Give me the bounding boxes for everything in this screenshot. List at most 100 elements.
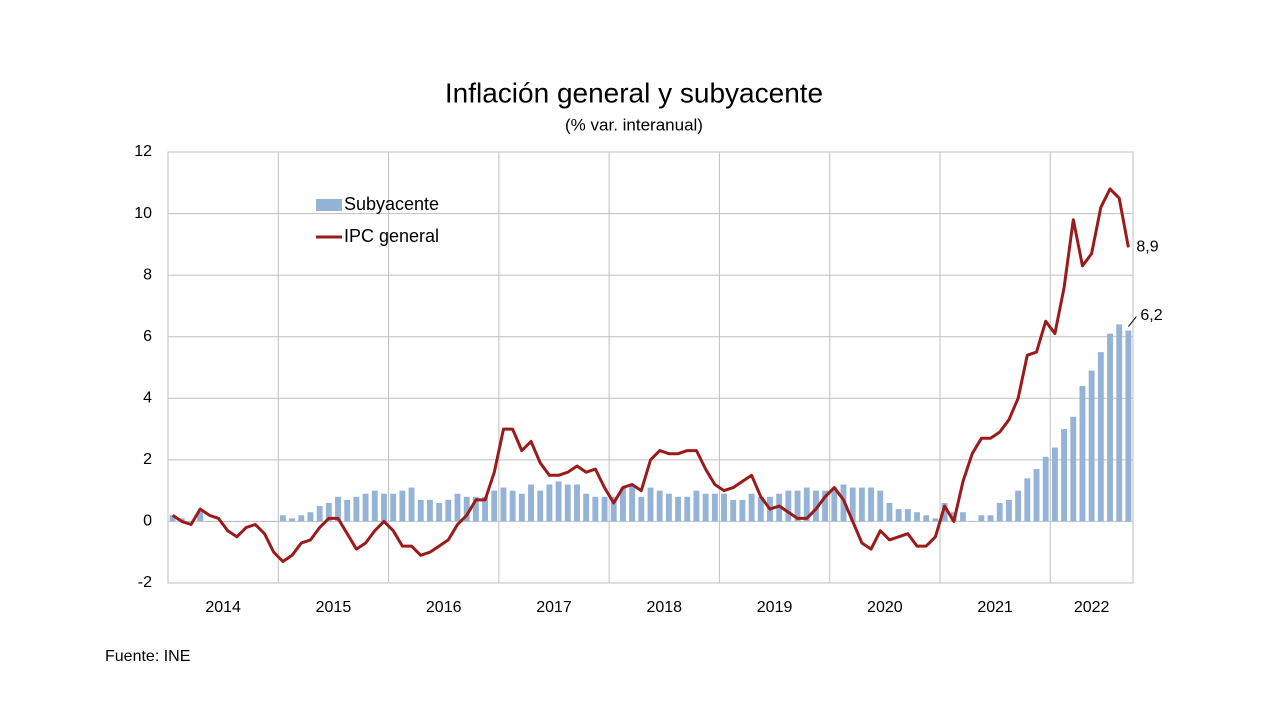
bar <box>472 496 479 522</box>
bar <box>1107 333 1113 522</box>
bar <box>941 502 948 522</box>
value-label: 6,2 <box>1140 307 1162 324</box>
bar <box>518 493 525 522</box>
bar <box>812 490 819 522</box>
bar <box>932 518 939 522</box>
bar <box>849 487 856 522</box>
bar <box>1015 490 1022 522</box>
bar <box>491 490 498 522</box>
bar <box>436 502 443 522</box>
bar <box>619 487 626 522</box>
y-tick-label: 12 <box>134 143 152 160</box>
bar <box>325 502 332 522</box>
bar <box>463 496 470 522</box>
bar <box>417 499 424 522</box>
bar <box>868 487 875 522</box>
bar <box>638 496 645 522</box>
bar <box>785 490 792 522</box>
label-leader <box>1128 316 1137 327</box>
line <box>171 187 1130 563</box>
y-tick-label: 4 <box>143 390 152 407</box>
bar <box>500 487 507 522</box>
bar <box>1079 385 1086 522</box>
bar <box>858 487 865 522</box>
x-tick-label: 2021 <box>977 599 1013 616</box>
bar <box>914 512 920 522</box>
bar <box>335 496 341 522</box>
bar <box>1097 352 1104 522</box>
bar <box>574 484 580 522</box>
bar <box>675 496 682 522</box>
bar <box>243 521 250 522</box>
bar <box>886 502 893 522</box>
bar <box>307 512 314 522</box>
bar <box>895 509 902 522</box>
chart-title: Inflación general y subyacente <box>445 77 823 108</box>
bar <box>1125 330 1132 522</box>
bar <box>730 499 737 522</box>
bar <box>408 487 415 522</box>
bar <box>252 521 259 522</box>
bar <box>270 521 277 522</box>
bar <box>197 512 204 522</box>
bar <box>629 484 636 522</box>
y-tick-label: 10 <box>134 205 152 222</box>
bar <box>215 521 222 522</box>
bar <box>1088 370 1095 522</box>
legend-swatch <box>316 199 342 211</box>
bar <box>344 499 351 522</box>
bar <box>978 515 985 522</box>
bar <box>445 499 452 522</box>
x-tick-label: 2019 <box>757 599 793 616</box>
legend-label: IPC general <box>344 226 439 246</box>
bar <box>1042 456 1049 522</box>
bar <box>684 496 691 522</box>
bar <box>721 493 727 522</box>
bar <box>969 521 976 522</box>
x-tick-label: 2020 <box>867 599 903 616</box>
bar <box>482 496 489 522</box>
bar <box>1070 416 1077 522</box>
bar <box>904 509 911 522</box>
bar <box>528 484 534 522</box>
bar <box>583 493 590 522</box>
bar <box>169 515 176 522</box>
y-tick-label: 6 <box>143 328 152 345</box>
bar <box>546 484 553 522</box>
bar <box>757 496 764 522</box>
bar <box>923 515 930 522</box>
bar <box>206 521 213 522</box>
bar <box>261 521 268 522</box>
bar <box>647 487 654 522</box>
bar <box>794 490 801 522</box>
x-tick-label: 2018 <box>646 599 682 616</box>
bar <box>592 496 599 522</box>
bar <box>803 487 810 522</box>
bar <box>381 493 387 522</box>
bar <box>711 493 718 522</box>
bar <box>289 518 296 522</box>
bar <box>702 493 709 522</box>
legend-label: Subyacente <box>344 194 439 214</box>
bar <box>610 496 617 522</box>
bar <box>1061 429 1068 522</box>
x-tick-label: 2015 <box>316 599 352 616</box>
x-tick-label: 2022 <box>1074 599 1110 616</box>
bar <box>509 490 516 522</box>
y-tick-label: -2 <box>138 574 152 591</box>
bar <box>656 490 663 522</box>
bar <box>353 496 360 522</box>
bar <box>555 481 562 522</box>
bar <box>390 493 397 522</box>
bar <box>1051 447 1058 522</box>
y-tick-label: 2 <box>143 451 152 468</box>
source-note: Fuente: INE <box>105 648 190 665</box>
bar <box>564 484 571 522</box>
bar <box>298 515 305 522</box>
bar <box>316 506 323 522</box>
bar <box>1033 469 1040 522</box>
bar <box>454 493 461 522</box>
bar <box>371 490 378 522</box>
